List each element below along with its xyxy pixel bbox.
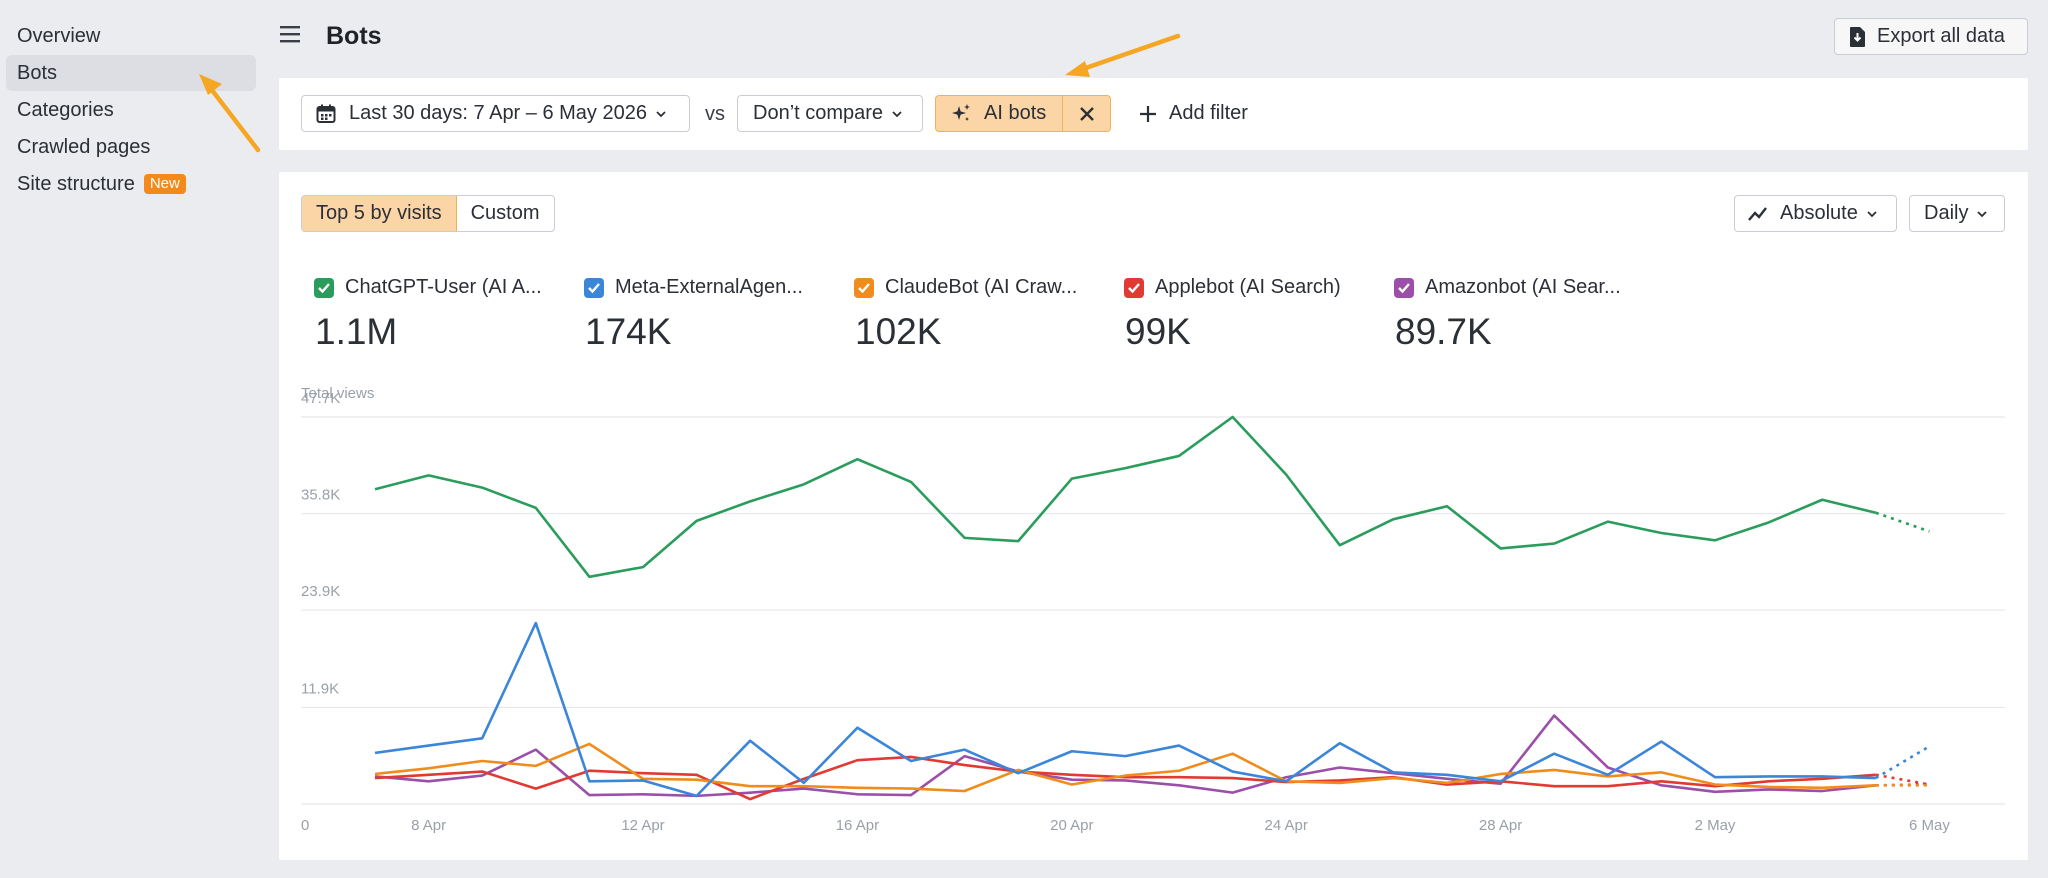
legend-name: Amazonbot (AI Sear... xyxy=(1425,276,1621,298)
legend-item-applebot[interactable]: Applebot (AI Search) 99K xyxy=(1124,276,1341,353)
legend-value: 102K xyxy=(855,311,942,352)
legend-item-meta[interactable]: Meta-ExternalAgen... 174K xyxy=(584,276,803,353)
top5-by-visits-tab[interactable]: Top 5 by visits xyxy=(302,196,457,231)
sidebar-item-overview[interactable]: Overview xyxy=(6,18,256,54)
x-tick-label: 28 Apr xyxy=(1479,817,1522,834)
sidebar-item-label: Categories xyxy=(17,98,114,121)
legend-name: Applebot (AI Search) xyxy=(1155,276,1341,298)
legend-item-claudebot[interactable]: ClaudeBot (AI Craw... 102K xyxy=(854,276,1077,353)
chart-card: Top 5 by visits Custom Absolute Daily Ch… xyxy=(279,172,2028,860)
y-tick-label: 23.9K xyxy=(301,583,340,600)
plus-icon xyxy=(1140,105,1156,122)
top-selector: Top 5 by visits Custom xyxy=(301,195,555,232)
close-icon xyxy=(1079,106,1094,121)
y-tick-label: 47.7K xyxy=(301,390,340,407)
y-tick-label: 11.9K xyxy=(301,680,339,697)
legend-name: ChatGPT-User (AI A... xyxy=(345,276,542,298)
legend-value: 89.7K xyxy=(1395,311,1492,352)
ai-bots-filter-button[interactable]: AI bots xyxy=(936,96,1064,131)
checkbox-icon[interactable] xyxy=(854,277,874,298)
sidebar-item-site-structure[interactable]: Site structure New xyxy=(6,166,256,202)
chevron-down-icon xyxy=(656,110,666,117)
sidebar-item-bots[interactable]: Bots xyxy=(6,55,256,91)
page-title: Bots xyxy=(326,22,382,50)
chevron-down-icon xyxy=(892,110,902,117)
y-axis-title: Total views xyxy=(301,385,375,402)
legend-item-amazonbot[interactable]: Amazonbot (AI Sear... 89.7K xyxy=(1394,276,1621,353)
x-tick-label: 12 Apr xyxy=(621,817,664,834)
line-chart: 0 11.9K 23.9K 35.8K 47.7K 8 Apr 12 Apr 16 Apr 20… xyxy=(301,390,2005,834)
sidebar-item-label: Crawled pages xyxy=(17,135,151,158)
compare-select[interactable]: Don’t compare xyxy=(737,95,923,132)
series-line xyxy=(374,415,1877,579)
ai-bots-filter-chip: AI bots xyxy=(935,95,1111,132)
line-chart-icon xyxy=(1748,206,1767,221)
hamburger-menu-icon[interactable] xyxy=(280,24,302,44)
series-line xyxy=(374,714,1876,798)
custom-tab[interactable]: Custom xyxy=(470,202,540,224)
legend-name: Meta-ExternalAgen... xyxy=(615,276,803,298)
chevron-down-icon xyxy=(1867,210,1877,217)
new-badge: New xyxy=(143,174,186,194)
series-line xyxy=(374,742,1876,793)
checkbox-icon[interactable] xyxy=(1124,277,1144,298)
sparkles-icon xyxy=(952,103,970,121)
mode-label: Absolute xyxy=(1780,202,1858,224)
x-tick-label: 6 May xyxy=(1909,817,1950,834)
sidebar-item-categories[interactable]: Categories xyxy=(6,92,256,128)
ai-bots-filter-label: AI bots xyxy=(984,102,1047,124)
legend-name: ClaudeBot (AI Craw... xyxy=(885,276,1078,298)
series-projection xyxy=(1875,511,1930,533)
download-file-icon xyxy=(1850,26,1865,47)
chevron-down-icon xyxy=(1977,210,1988,217)
annotation-arrow-icon xyxy=(1065,33,1181,77)
legend-value: 1.1M xyxy=(315,311,398,352)
checkbox-icon[interactable] xyxy=(1394,277,1414,298)
filter-bar: Last 30 days: 7 Apr – 6 May 2026 vs Don’… xyxy=(279,78,2028,150)
export-label: Export all data xyxy=(1877,25,2005,47)
legend-item-chatgpt[interactable]: ChatGPT-User (AI A... 1.1M xyxy=(314,276,542,353)
checkbox-icon[interactable] xyxy=(584,277,604,298)
x-tick-label: 24 Apr xyxy=(1265,817,1308,834)
series-line xyxy=(374,621,1876,798)
sidebar-item-label: Bots xyxy=(17,61,58,84)
interval-select[interactable]: Daily xyxy=(1909,195,2005,232)
absolute-mode-select[interactable]: Absolute xyxy=(1734,195,1897,232)
x-tick-label: 2 May xyxy=(1695,817,1736,834)
sidebar-item-label: Site structure xyxy=(17,172,135,195)
y-tick-label: 0 xyxy=(301,817,309,834)
date-range-label: Last 30 days: 7 Apr – 6 May 2026 xyxy=(349,102,647,124)
legend-value: 174K xyxy=(585,311,672,352)
sidebar: Overview Bots Categories Crawled pages S… xyxy=(0,0,262,878)
sidebar-item-crawled-pages[interactable]: Crawled pages xyxy=(6,129,256,165)
remove-filter-button[interactable] xyxy=(1063,96,1110,131)
x-tick-label: 16 Apr xyxy=(836,817,879,834)
compare-label: Don’t compare xyxy=(753,102,884,124)
vs-label: vs xyxy=(705,103,725,125)
date-range-select[interactable]: Last 30 days: 7 Apr – 6 May 2026 xyxy=(301,95,690,132)
series-line xyxy=(374,755,1876,801)
checkbox-icon[interactable] xyxy=(314,277,334,298)
series-projection xyxy=(1875,745,1931,780)
export-all-data-button[interactable]: Export all data xyxy=(1834,18,2028,55)
add-filter-label: Add filter xyxy=(1169,102,1248,124)
legend-value: 99K xyxy=(1125,311,1191,352)
sidebar-item-label: Overview xyxy=(17,24,101,47)
calendar-icon xyxy=(316,104,336,123)
x-tick-label: 8 Apr xyxy=(411,817,446,834)
x-tick-label: 20 Apr xyxy=(1050,817,1093,834)
interval-label: Daily xyxy=(1924,202,1969,224)
y-tick-label: 35.8K xyxy=(301,487,340,504)
series-projection xyxy=(1875,773,1930,786)
add-filter-button[interactable]: Add filter xyxy=(1139,95,1248,132)
